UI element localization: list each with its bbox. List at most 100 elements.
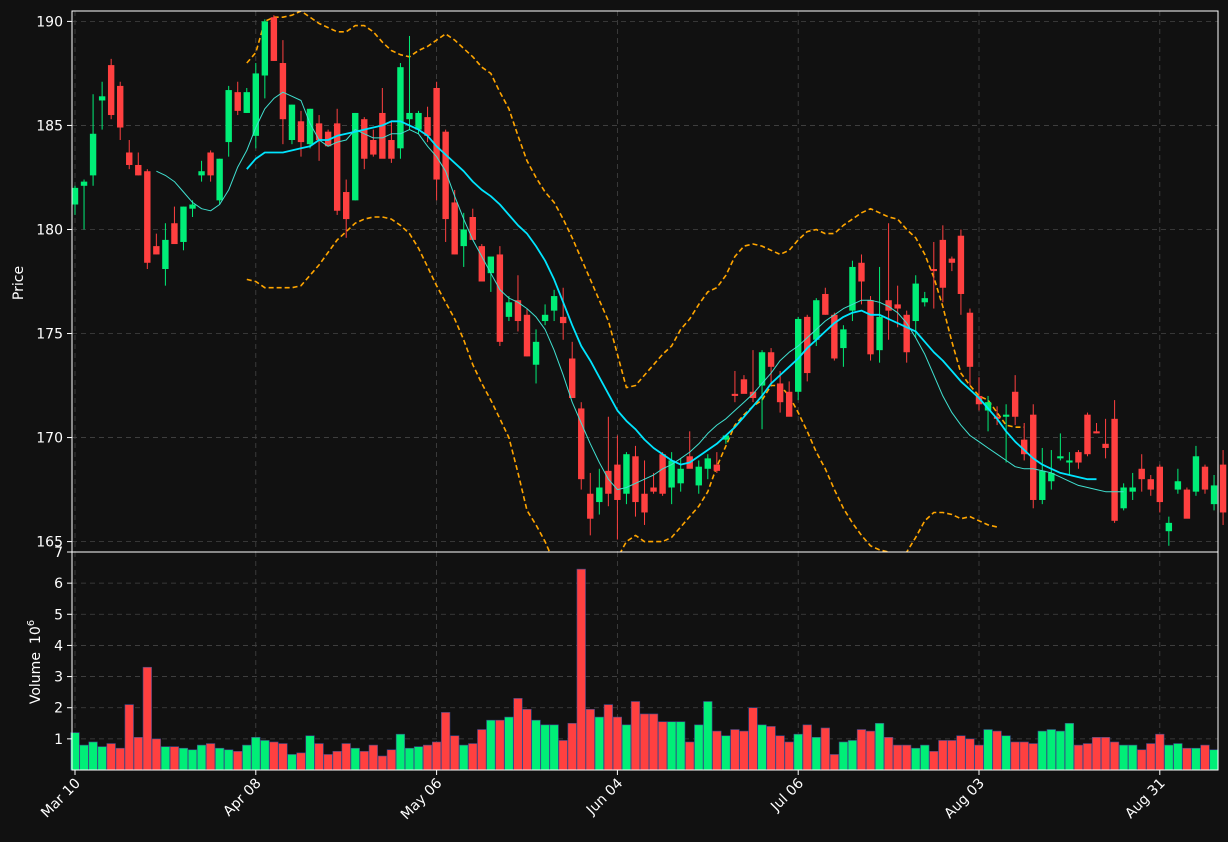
candle-body [126,152,133,165]
volume-bar [757,724,767,771]
volume-bar [1128,744,1138,771]
candle-body [388,140,395,159]
volume-bar [1037,730,1047,771]
volume-bar [585,708,595,771]
candle-body [198,171,205,176]
price-tick-label: 185 [36,118,63,134]
candle-body [1129,487,1136,492]
volume-bar [178,747,189,771]
candle-body [632,456,639,503]
candle-body [921,298,928,303]
candle-body [80,181,88,186]
candle-body [288,104,296,141]
candle-body [234,92,241,111]
volume-bar [142,666,152,771]
volume-axis-label-text: Volume [28,652,44,704]
candle-body [650,487,657,492]
volume-bar [278,743,288,771]
volume-bar [377,755,387,771]
candle-body [1075,452,1082,463]
volume-bar [847,740,858,771]
candle-body [614,464,621,500]
volume-bar [712,730,722,771]
volume-bar [630,701,641,771]
candle-body [89,133,97,176]
candle-body [550,296,558,311]
volume-bar [459,744,469,771]
volume-bar [1110,741,1120,771]
volume-bar [829,754,839,771]
volume-bar [657,721,668,771]
volume-bar [260,740,270,771]
volume-bar [206,743,216,771]
candle-body [1156,466,1163,503]
volume-grid [72,551,1218,770]
volume-bar [160,746,171,771]
volume-bar [974,744,984,771]
volume-tick-label: 2 [54,701,63,717]
candle-body [731,393,739,396]
volume-bar [332,751,342,771]
volume-bar [920,744,930,771]
candle-body [740,379,748,394]
volume-bar [784,741,794,771]
candle-body [804,316,811,374]
candle-body [370,140,377,155]
candle-body [135,164,142,176]
candle-body [505,302,513,317]
candle-body [532,341,540,365]
volume-bar [395,733,406,771]
candle-body [758,352,766,386]
bollinger-lower-line [246,216,998,552]
volume-bar [1055,730,1065,771]
candle-body [379,112,386,159]
candle-body [849,266,856,311]
candle-body [1093,431,1100,434]
volume-bar [685,741,695,771]
candle-body [1174,481,1182,490]
volume-bar [1100,736,1111,771]
price-y-axis: 165 170 175 180 185 190 [36,14,72,551]
candle-body [180,206,187,242]
volume-bar [603,704,613,771]
volume-bar [576,568,586,771]
volume-tick-label: 3 [54,670,63,686]
candle-body [1039,470,1046,500]
volume-tick-label: 1 [54,732,63,748]
volume-bar [224,749,234,771]
volume-bar [549,724,559,771]
candle-body [315,123,323,141]
volume-bar [911,747,921,771]
volume-bar [133,736,143,771]
volume-bar [386,749,397,771]
candle-body [270,17,278,61]
volume-axis-exponent: 10 [28,626,44,644]
candle-body [343,192,350,220]
volume-bar [956,735,966,771]
volume-axis-label: Volume 106 [26,620,44,704]
candle-body [722,435,730,440]
candle-body [442,131,449,220]
volume-bar [522,708,532,771]
volume-bar [694,724,704,771]
candle-body [1210,485,1218,505]
candle-body [813,300,820,340]
volume-bar [468,743,478,771]
candle-body [641,493,648,513]
volume-bar [1091,736,1102,771]
volume-bar [1155,733,1165,771]
volume-bar [811,736,821,771]
volume-bar [621,724,632,771]
volume-bar [124,704,134,771]
volume-bar [820,727,830,771]
candle-body [252,73,259,136]
bollinger-lower-band [246,216,998,552]
volume-bar [441,712,451,771]
volume-bar [1046,729,1056,771]
volume-bar [233,751,243,771]
volume-bar [1209,749,1219,771]
volume-bar [703,701,713,771]
volume-bar [1200,744,1210,771]
volume-bar [196,744,207,771]
